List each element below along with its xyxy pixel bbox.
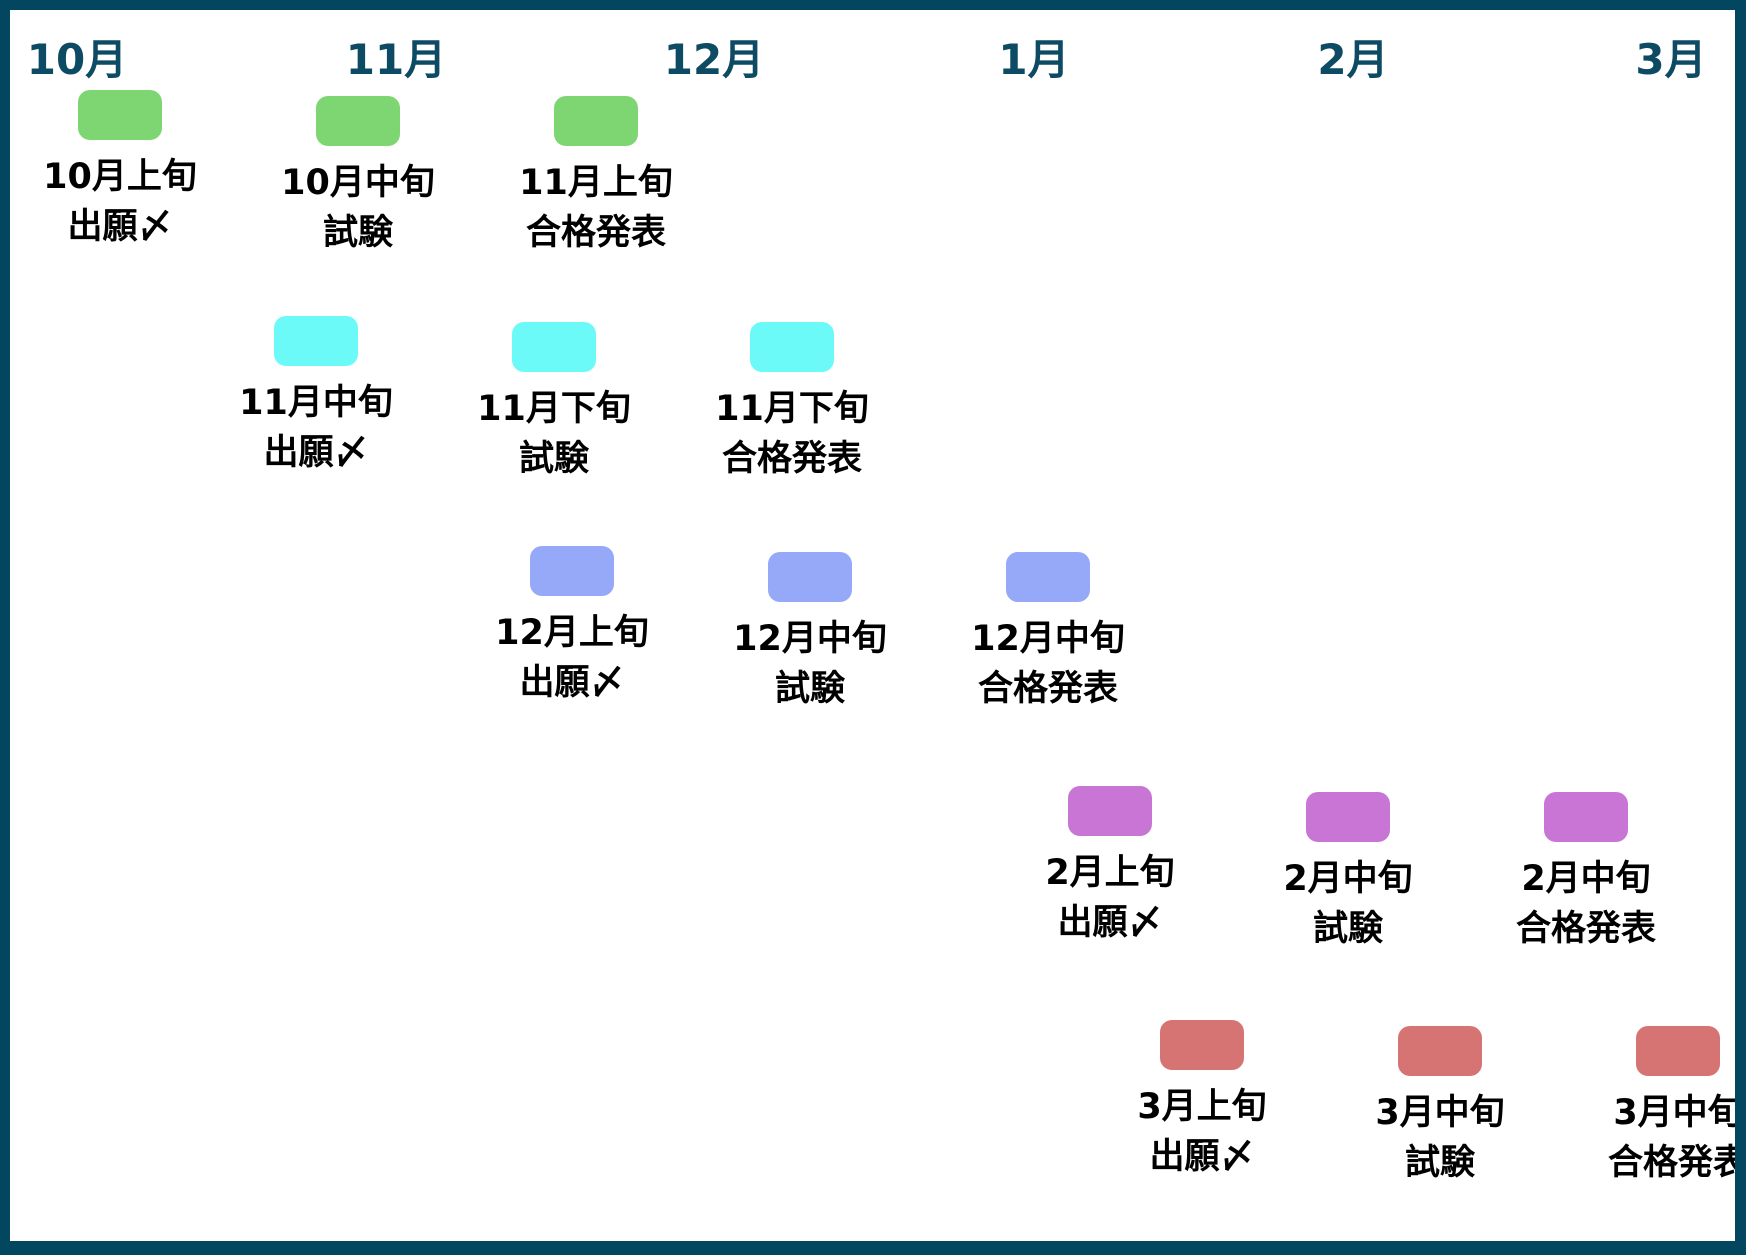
event-name: 出願〆 [1149, 1137, 1255, 1177]
event-date: 3月中旬 [1613, 1093, 1743, 1133]
event-name: 出願〆 [519, 663, 625, 703]
event-marker [512, 322, 596, 372]
event-label: 2月中旬試験 [1228, 854, 1468, 954]
event-label: 12月中旬試験 [690, 614, 930, 714]
event-label: 3月中旬試験 [1320, 1088, 1560, 1188]
event-date: 11月中旬 [239, 383, 393, 423]
event-marker [554, 96, 638, 146]
event-label: 3月中旬合格発表 [1558, 1088, 1746, 1188]
event-date: 3月中旬 [1375, 1093, 1505, 1133]
event-date: 10月上旬 [43, 157, 197, 197]
event-date: 2月中旬 [1521, 859, 1651, 899]
event-name: 合格発表 [525, 213, 666, 253]
event-marker [1636, 1026, 1720, 1076]
event-name: 試験 [1404, 1143, 1475, 1183]
event-name: 出願〆 [1057, 903, 1163, 943]
event-label: 12月中旬合格発表 [928, 614, 1168, 714]
event-marker [1544, 792, 1628, 842]
event-date: 10月中旬 [281, 163, 435, 203]
event-name: 試験 [322, 213, 393, 253]
month-header: 2月 [1317, 35, 1389, 84]
event-marker [1160, 1020, 1244, 1070]
event-label: 11月上旬合格発表 [476, 158, 716, 258]
event-marker [750, 322, 834, 372]
event-date: 11月下旬 [715, 389, 869, 429]
event-name: 合格発表 [977, 669, 1118, 709]
event-marker [316, 96, 400, 146]
event-date: 2月中旬 [1283, 859, 1413, 899]
event-marker [1306, 792, 1390, 842]
event-marker [530, 546, 614, 596]
month-header: 12月 [663, 35, 765, 84]
event-marker [1398, 1026, 1482, 1076]
event-marker [768, 552, 852, 602]
event-name: 合格発表 [1515, 909, 1656, 949]
event-date: 12月中旬 [971, 619, 1125, 659]
event-date: 11月下旬 [477, 389, 631, 429]
event-label: 11月下旬合格発表 [672, 384, 912, 484]
event-label: 2月中旬合格発表 [1466, 854, 1706, 954]
month-header: 3月 [1635, 35, 1707, 84]
event-label: 10月上旬出願〆 [10, 152, 240, 252]
event-label: 10月中旬試験 [238, 158, 478, 258]
event-date: 11月上旬 [519, 163, 673, 203]
event-label: 11月下旬試験 [434, 384, 674, 484]
event-label: 2月上旬出願〆 [990, 848, 1230, 948]
month-header: 11月 [345, 35, 447, 84]
event-marker [274, 316, 358, 366]
event-label: 12月上旬出願〆 [452, 608, 692, 708]
event-name: 出願〆 [263, 433, 369, 473]
event-marker [1068, 786, 1152, 836]
event-name: 出願〆 [67, 207, 173, 247]
month-header: 1月 [998, 35, 1070, 84]
month-header: 10月 [26, 35, 128, 84]
event-name: 合格発表 [721, 439, 862, 479]
event-name: 試験 [1312, 909, 1383, 949]
event-name: 試験 [518, 439, 589, 479]
event-marker [1006, 552, 1090, 602]
event-date: 3月上旬 [1137, 1087, 1267, 1127]
event-marker [78, 90, 162, 140]
event-name: 試験 [774, 669, 845, 709]
event-name: 合格発表 [1607, 1143, 1746, 1183]
event-date: 12月中旬 [733, 619, 887, 659]
event-date: 12月上旬 [495, 613, 649, 653]
event-label: 3月上旬出願〆 [1082, 1082, 1322, 1182]
event-label: 11月中旬出願〆 [196, 378, 436, 478]
event-date: 2月上旬 [1045, 853, 1175, 893]
